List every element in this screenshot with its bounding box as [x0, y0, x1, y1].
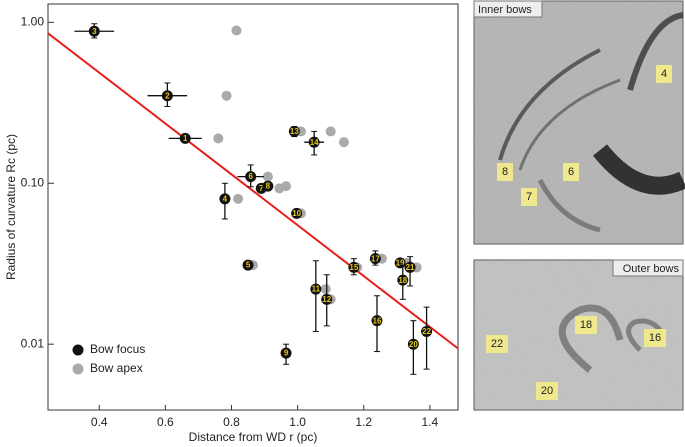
- point-label: 3: [92, 27, 97, 36]
- x-tick-label: 1.2: [355, 415, 372, 429]
- point: [321, 293, 333, 305]
- point: [242, 259, 254, 271]
- panel-label: 7: [526, 191, 532, 203]
- y-tick-label: 1.00: [21, 15, 45, 29]
- point: [233, 193, 244, 204]
- point-label: 14: [310, 138, 319, 147]
- point-label: 11: [312, 285, 321, 294]
- x-tick-label: 1.0: [289, 415, 306, 429]
- point-label: 10: [292, 209, 301, 218]
- point-label: 8: [266, 182, 271, 191]
- panel-label: 22: [491, 338, 503, 350]
- point: [262, 171, 273, 182]
- panel-label: 8: [502, 166, 508, 178]
- point-label: 19: [396, 259, 405, 268]
- point: [280, 347, 292, 359]
- point-label: 13: [290, 127, 299, 136]
- inner-panel: Inner bows 4 8 7 6: [473, 0, 685, 245]
- point-label: 22: [422, 327, 431, 336]
- y-tick-label: 0.10: [21, 175, 45, 189]
- point-label: 4: [223, 194, 228, 203]
- point: [221, 90, 232, 101]
- point: [308, 136, 320, 148]
- y-axis-title: Radius of curvature Rc (pc): [4, 134, 18, 280]
- panel-label: 4: [661, 68, 667, 80]
- point: [325, 126, 336, 137]
- point-label: 5: [246, 261, 251, 270]
- point: [213, 133, 224, 144]
- panel-label: 20: [541, 385, 553, 397]
- x-tick-label: 0.4: [91, 415, 108, 429]
- legend-marker: [72, 363, 84, 375]
- point: [219, 193, 231, 205]
- panel-label: 16: [649, 332, 661, 344]
- x-axis-title: Distance from WD r (pc): [189, 430, 318, 444]
- point-label: 15: [349, 263, 358, 272]
- point-label: 2: [165, 91, 170, 100]
- point: [179, 132, 191, 144]
- point: [320, 284, 331, 295]
- point: [348, 261, 360, 273]
- point-label: 21: [406, 263, 415, 272]
- legend-marker: [72, 344, 84, 356]
- point-label: 18: [398, 276, 407, 285]
- point: [245, 171, 257, 183]
- point-label: 9: [284, 349, 289, 358]
- point: [338, 137, 349, 148]
- panel-title: Inner bows: [478, 4, 532, 16]
- point: [88, 25, 100, 37]
- point: [262, 180, 274, 192]
- point: [291, 207, 303, 219]
- legend-label: Bow focus: [90, 342, 145, 356]
- point: [161, 90, 173, 102]
- x-tick-label: 1.4: [422, 415, 439, 429]
- point-label: 1: [183, 134, 188, 143]
- x-tick-label: 0.6: [157, 415, 174, 429]
- x-tick-label: 0.8: [223, 415, 240, 429]
- point-label: 17: [371, 254, 380, 263]
- point: [281, 181, 292, 192]
- point: [310, 283, 322, 295]
- panel-label: 6: [568, 166, 574, 178]
- legend-label: Bow apex: [90, 361, 143, 375]
- outer-panel: Outer bows 18 16 22 20: [473, 259, 684, 411]
- panel-title: Outer bows: [623, 263, 680, 275]
- point-label: 16: [373, 316, 382, 325]
- point-label: 20: [409, 340, 418, 349]
- fit-line: [47, 32, 459, 350]
- point: [369, 253, 381, 265]
- plot-frame: [47, 3, 459, 411]
- point: [231, 25, 242, 36]
- point: [371, 315, 383, 327]
- point-label: 6: [248, 172, 253, 181]
- point: [421, 325, 433, 337]
- panel-label: 18: [580, 319, 592, 331]
- point-label: 12: [322, 295, 331, 304]
- point: [407, 338, 419, 350]
- point-label: 7: [259, 184, 264, 193]
- point: [288, 125, 300, 137]
- y-tick-label: 0.01: [21, 336, 45, 350]
- point: [397, 274, 409, 286]
- point: [404, 261, 416, 273]
